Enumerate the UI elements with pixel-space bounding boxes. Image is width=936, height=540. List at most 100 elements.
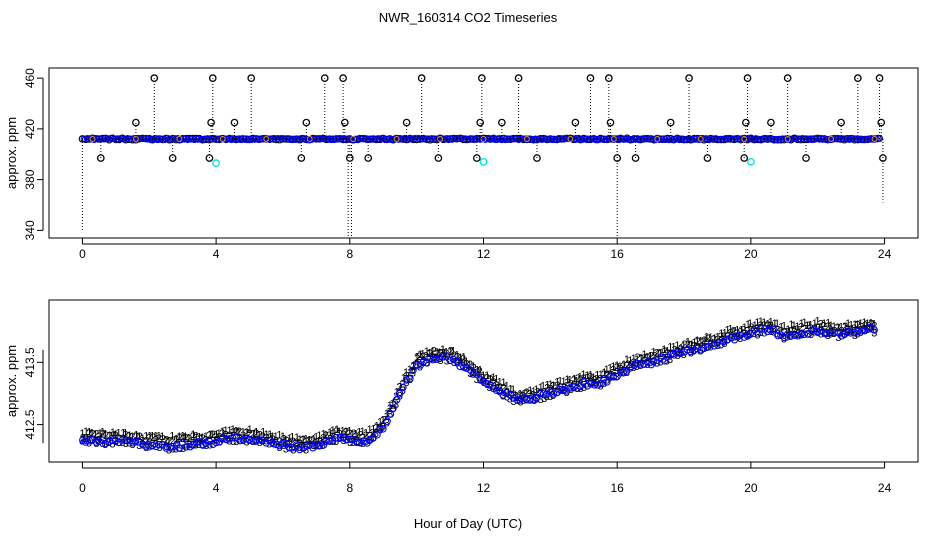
bottom-point-1: 1 — [216, 428, 222, 440]
bottom-x-tick-label: 8 — [346, 481, 353, 495]
bottom-point-2: 2 — [662, 346, 668, 358]
bottom-point-2: 2 — [601, 369, 607, 381]
top-spike-point — [604, 74, 613, 82]
bottom-point-2: 2 — [391, 400, 397, 412]
bottom-point-1: 1 — [250, 428, 256, 440]
bottom-point-1: 1 — [742, 322, 748, 334]
figure-title: NWR_160314 CO2 Timeseries — [379, 10, 558, 25]
bottom-point-1: 1 — [638, 352, 644, 364]
bottom-point-3: 3 — [568, 384, 574, 396]
bottom-point-1: 1 — [557, 375, 563, 387]
top-point-orange — [393, 136, 400, 143]
top-spike-point — [743, 74, 752, 82]
bottom-point-2: 2 — [86, 428, 92, 440]
bottom-point-1: 1 — [374, 420, 380, 432]
top-point-blue — [705, 136, 713, 144]
bottom-x-tick-label: 20 — [744, 481, 758, 495]
bottom-point-o — [736, 331, 745, 340]
bottom-point-1: 1 — [380, 415, 386, 427]
bottom-point-o — [526, 396, 534, 404]
bottom-point-2: 2 — [604, 369, 610, 381]
bottom-point-1: 1 — [791, 320, 797, 332]
top-point-blue — [845, 135, 854, 143]
bottom-point-1: 1 — [484, 370, 490, 382]
top-point-blue — [652, 135, 660, 144]
bottom-point-1: 1 — [166, 435, 172, 447]
bottom-point-3: 3 — [781, 333, 787, 345]
bottom-point-2: 2 — [357, 429, 363, 441]
top-point-orange — [610, 136, 617, 143]
bottom-point-o — [383, 417, 391, 426]
bottom-point-2: 2 — [280, 433, 286, 445]
top-spike-point — [853, 74, 862, 82]
top-y-tick-label: 420 — [23, 119, 37, 139]
bottom-point-2: 2 — [791, 325, 797, 337]
bottom-point-o — [513, 396, 522, 404]
top-point-blue — [852, 135, 860, 143]
top-spike-point — [783, 74, 792, 82]
bottom-point-2: 2 — [834, 322, 840, 334]
top-point-blue — [588, 135, 596, 143]
bottom-point-o — [278, 439, 287, 448]
bottom-point-2: 2 — [314, 436, 320, 448]
bottom-point-o — [539, 390, 548, 398]
top-point-blue — [240, 135, 249, 143]
bottom-point-3: 3 — [664, 355, 670, 367]
bottom-point-3: 3 — [451, 357, 457, 369]
bottom-point-3: 3 — [510, 396, 516, 408]
bottom-y-tick-label: 413.5 — [23, 347, 37, 377]
bottom-point-o — [853, 327, 862, 336]
bottom-point-1: 1 — [83, 426, 89, 438]
bottom-point-3: 3 — [474, 374, 480, 386]
bottom-point-2: 2 — [438, 348, 444, 360]
bottom-point-2: 2 — [153, 434, 159, 446]
bottom-point-1: 1 — [631, 353, 637, 365]
bottom-point-1: 1 — [424, 346, 430, 358]
bottom-point-1: 1 — [414, 351, 420, 363]
bottom-point-2: 2 — [333, 426, 339, 438]
bottom-point-2: 2 — [620, 361, 626, 373]
bottom-point-1: 1 — [226, 425, 232, 437]
bottom-y-axis-label: approx. ppm — [4, 345, 19, 417]
top-point-blue — [87, 135, 95, 143]
bottom-point-1: 1 — [306, 434, 312, 446]
top-spike-point — [96, 154, 105, 162]
bottom-point-3: 3 — [588, 377, 594, 389]
bottom-point-o — [379, 425, 387, 433]
bottom-point-o — [144, 441, 153, 449]
bottom-point-2: 2 — [163, 434, 169, 446]
top-y-axis-label: approx. ppm — [4, 117, 19, 189]
bottom-point-3: 3 — [454, 357, 460, 369]
bottom-point-1: 1 — [230, 424, 236, 436]
bottom-point-1: 1 — [807, 320, 813, 332]
bottom-point-1: 1 — [340, 425, 346, 437]
bottom-point-1: 1 — [240, 426, 246, 438]
bottom-point-3: 3 — [761, 328, 767, 340]
top-point-blue — [374, 135, 382, 143]
bottom-point-1: 1 — [427, 347, 433, 359]
bottom-point-o — [746, 330, 755, 338]
bottom-point-1: 1 — [731, 327, 737, 339]
bottom-point-3: 3 — [102, 439, 108, 451]
top-point-blue — [271, 134, 279, 143]
top-point-blue — [792, 134, 800, 143]
bottom-point-2: 2 — [110, 430, 116, 442]
bottom-point-1: 1 — [768, 316, 774, 328]
bottom-point-2: 2 — [718, 331, 724, 343]
bottom-point-1: 1 — [504, 381, 510, 393]
top-spike-point — [402, 118, 411, 127]
bottom-point-3: 3 — [424, 358, 430, 370]
bottom-point-1: 1 — [199, 432, 205, 444]
top-point-blue — [401, 134, 409, 142]
bottom-point-1: 1 — [778, 322, 784, 334]
bottom-point-2: 2 — [565, 377, 571, 389]
bottom-point-2: 2 — [698, 337, 704, 349]
top-x-tick-label: 20 — [744, 247, 758, 261]
bottom-point-3: 3 — [677, 347, 683, 359]
bottom-point-2: 2 — [253, 428, 259, 440]
bottom-point-1: 1 — [477, 364, 483, 376]
bottom-point-2: 2 — [257, 430, 263, 442]
bottom-point-2: 2 — [246, 428, 252, 440]
bottom-point-1: 1 — [153, 431, 159, 443]
